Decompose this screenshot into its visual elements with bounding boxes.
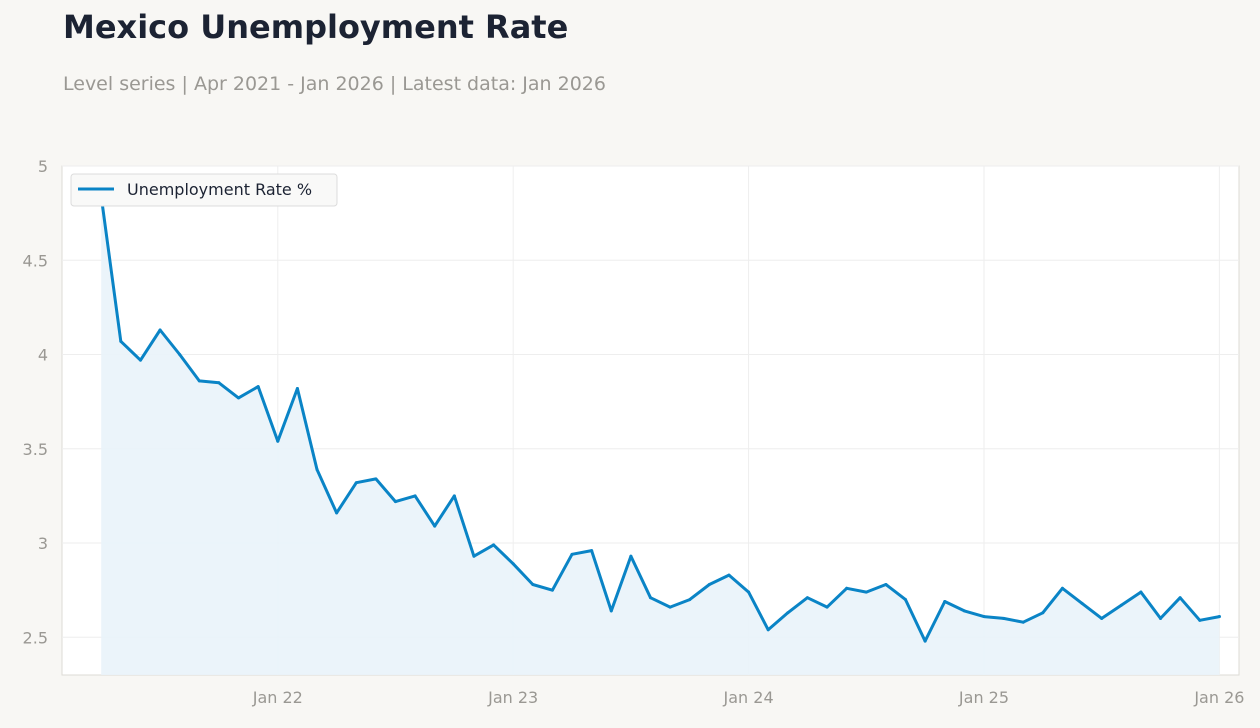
data-point: [962, 609, 966, 613]
data-point: [609, 609, 613, 613]
data-point: [649, 596, 652, 600]
data-point: [550, 588, 554, 592]
data-point: [1060, 586, 1064, 590]
data-point: [119, 339, 123, 343]
data-point: [766, 628, 770, 632]
data-point: [923, 639, 927, 643]
data-point: [393, 500, 397, 504]
data-point: [178, 353, 182, 357]
data-point: [276, 439, 280, 443]
data-point: [492, 543, 496, 547]
data-point: [570, 552, 574, 556]
data-point: [1119, 603, 1123, 607]
data-point: [805, 596, 809, 600]
y-tick-label: 5: [38, 157, 48, 176]
data-point: [1002, 616, 1006, 620]
data-point: [982, 615, 986, 619]
data-point: [1217, 615, 1221, 619]
chart-subtitle: Level series | Apr 2021 - Jan 2026 | Lat…: [63, 73, 606, 95]
x-tick-label: Jan 22: [252, 688, 303, 707]
data-point: [884, 583, 888, 587]
y-tick-label: 3: [38, 534, 48, 553]
legend-box: [70, 173, 338, 207]
x-tick-label: Jan 25: [958, 688, 1009, 707]
data-point: [747, 590, 751, 594]
data-point: [707, 583, 711, 587]
x-tick-label: Jan 23: [487, 688, 538, 707]
data-point: [433, 524, 437, 528]
data-point: [590, 549, 594, 553]
data-point: [138, 358, 142, 362]
x-tick-label: Jan 26: [1193, 688, 1244, 707]
data-point: [1159, 616, 1163, 620]
chart-title: Mexico Unemployment Rate: [63, 8, 569, 46]
data-point: [158, 328, 162, 332]
y-tick-label: 2.5: [23, 628, 48, 647]
data-point: [786, 611, 790, 615]
y-tick-label: 4: [38, 346, 48, 365]
data-point: [237, 396, 241, 400]
data-point: [354, 481, 358, 485]
data-point: [727, 573, 731, 577]
data-point: [688, 598, 692, 602]
data-point: [531, 583, 535, 587]
legend: Unemployment Rate %: [70, 173, 338, 207]
data-point: [452, 494, 456, 498]
data-point: [1041, 611, 1045, 615]
data-point: [629, 554, 633, 558]
data-point: [825, 605, 829, 609]
y-tick-label: 4.5: [23, 251, 48, 270]
x-axis: Jan 22 Jan 23 Jan 24 Jan 25 Jan 26: [252, 688, 1245, 707]
data-point: [1100, 616, 1104, 620]
data-point: [1021, 620, 1025, 624]
data-point: [374, 477, 378, 481]
legend-label: Unemployment Rate %: [127, 180, 312, 199]
data-point: [864, 590, 868, 594]
series-line: [99, 194, 1221, 643]
series-area-fill: [101, 196, 1220, 675]
data-point: [845, 586, 849, 590]
x-tick-label: Jan 24: [723, 688, 774, 707]
data-point: [668, 605, 672, 609]
data-point: [413, 494, 417, 498]
y-tick-label: 3.5: [23, 440, 48, 459]
data-point: [295, 386, 299, 390]
data-point: [472, 554, 476, 558]
data-point: [1198, 618, 1202, 622]
data-point: [1080, 601, 1084, 605]
data-point: [217, 381, 221, 385]
data-point: [904, 598, 908, 602]
data-point: [1178, 596, 1182, 600]
y-axis: 2.5 3 3.5 4 4.5 5: [23, 157, 48, 647]
data-point: [315, 468, 319, 472]
data-point: [197, 379, 201, 383]
data-point: [335, 511, 339, 515]
data-point: [943, 599, 947, 603]
data-point: [511, 562, 515, 566]
data-point: [1139, 590, 1143, 594]
data-point: [256, 385, 260, 389]
